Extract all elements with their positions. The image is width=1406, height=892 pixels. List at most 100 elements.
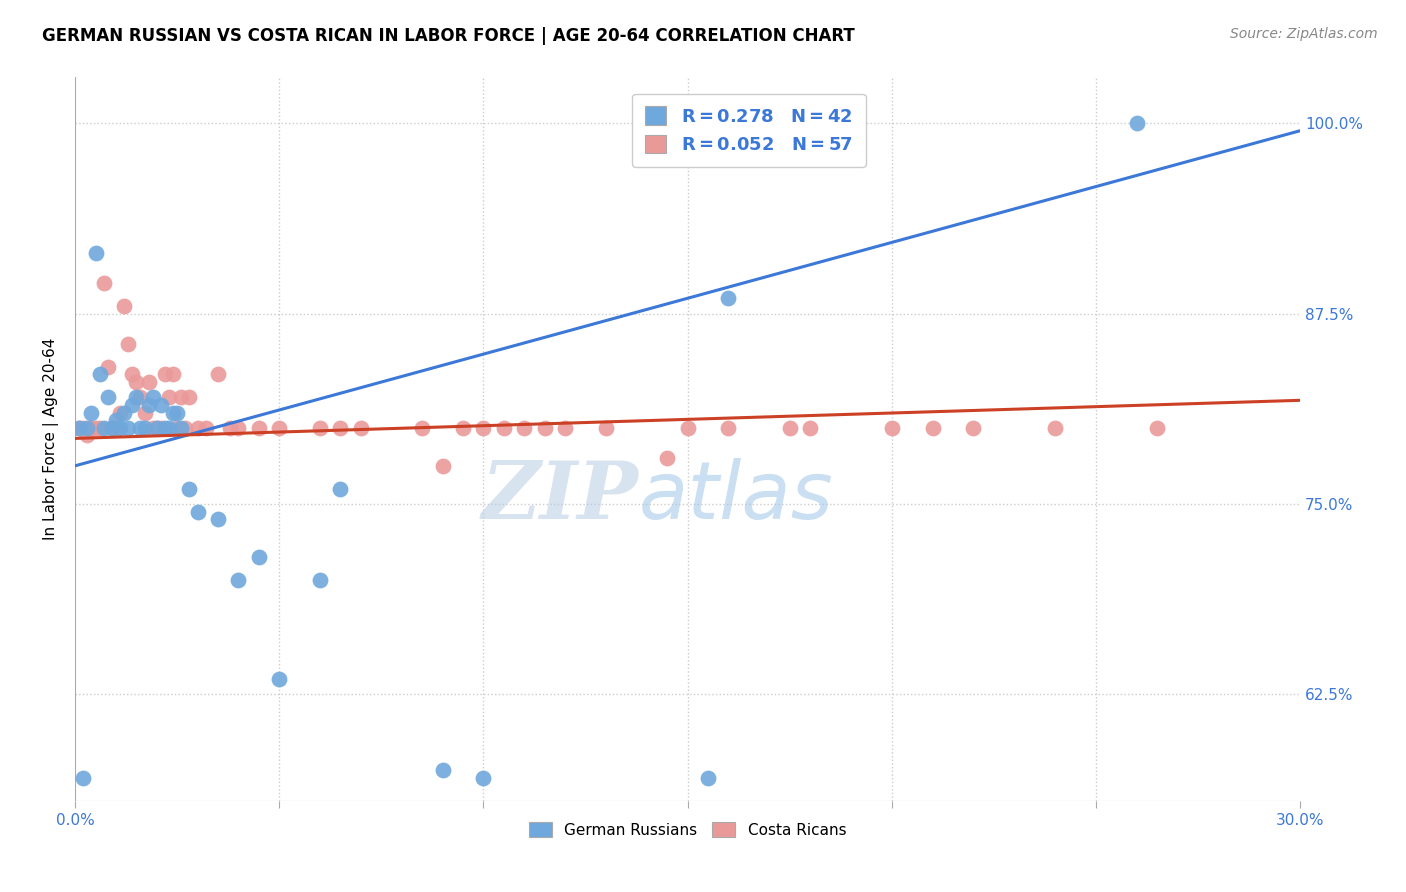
Point <box>1125 116 1147 130</box>
Point <box>166 421 188 435</box>
Point <box>93 276 115 290</box>
Point <box>80 421 103 435</box>
Point <box>187 504 209 518</box>
Point <box>717 291 740 305</box>
Point <box>533 421 555 435</box>
Point <box>162 368 184 382</box>
Point <box>129 421 152 435</box>
Point <box>84 421 107 435</box>
Point <box>194 421 217 435</box>
Point <box>84 245 107 260</box>
Point <box>207 512 229 526</box>
Point <box>880 421 903 435</box>
Point <box>134 421 156 435</box>
Point <box>145 421 167 435</box>
Point <box>72 771 94 785</box>
Point <box>451 421 474 435</box>
Point <box>157 390 180 404</box>
Point <box>108 421 131 435</box>
Point <box>80 405 103 419</box>
Point <box>779 421 801 435</box>
Point <box>134 405 156 419</box>
Point <box>309 421 332 435</box>
Point <box>921 421 943 435</box>
Text: atlas: atlas <box>638 458 834 536</box>
Point <box>112 405 135 419</box>
Text: GERMAN RUSSIAN VS COSTA RICAN IN LABOR FORCE | AGE 20-64 CORRELATION CHART: GERMAN RUSSIAN VS COSTA RICAN IN LABOR F… <box>42 27 855 45</box>
Point <box>170 421 193 435</box>
Point <box>269 421 291 435</box>
Point <box>595 421 617 435</box>
Point <box>153 421 176 435</box>
Point <box>67 421 90 435</box>
Point <box>121 398 143 412</box>
Point <box>329 482 352 496</box>
Point <box>101 421 124 435</box>
Point <box>76 428 98 442</box>
Point <box>207 368 229 382</box>
Point <box>101 421 124 435</box>
Point <box>121 368 143 382</box>
Y-axis label: In Labor Force | Age 20-64: In Labor Force | Age 20-64 <box>44 338 59 541</box>
Point <box>247 421 270 435</box>
Point <box>125 390 148 404</box>
Point <box>174 421 197 435</box>
Point <box>72 421 94 435</box>
Point <box>93 421 115 435</box>
Point <box>472 421 495 435</box>
Point <box>97 390 120 404</box>
Point <box>108 405 131 419</box>
Point <box>697 771 720 785</box>
Point <box>89 421 111 435</box>
Point <box>67 421 90 435</box>
Point <box>129 390 152 404</box>
Point <box>1146 421 1168 435</box>
Point <box>142 421 165 435</box>
Point <box>125 375 148 389</box>
Point <box>157 421 180 435</box>
Point <box>187 421 209 435</box>
Point <box>149 398 172 412</box>
Point <box>142 390 165 404</box>
Legend: German Russians, Costa Ricans: German Russians, Costa Ricans <box>523 815 852 844</box>
Point <box>228 421 250 435</box>
Point <box>554 421 576 435</box>
Point <box>117 421 139 435</box>
Point <box>97 359 120 374</box>
Point <box>179 482 201 496</box>
Point <box>432 458 454 473</box>
Point <box>170 390 193 404</box>
Point <box>138 398 160 412</box>
Point <box>432 764 454 778</box>
Point <box>104 413 127 427</box>
Point <box>112 299 135 313</box>
Point <box>472 771 495 785</box>
Point <box>228 573 250 587</box>
Point <box>145 421 167 435</box>
Point <box>219 421 242 435</box>
Point <box>1043 421 1066 435</box>
Point <box>513 421 536 435</box>
Point <box>655 451 678 466</box>
Point <box>717 421 740 435</box>
Point <box>676 421 699 435</box>
Point <box>153 368 176 382</box>
Point <box>162 405 184 419</box>
Point <box>411 421 433 435</box>
Point <box>329 421 352 435</box>
Point <box>247 550 270 565</box>
Point <box>962 421 984 435</box>
Point <box>269 672 291 686</box>
Point <box>492 421 515 435</box>
Point <box>799 421 821 435</box>
Text: ZIP: ZIP <box>482 458 638 536</box>
Point <box>350 421 373 435</box>
Text: Source: ZipAtlas.com: Source: ZipAtlas.com <box>1230 27 1378 41</box>
Point <box>117 337 139 351</box>
Point <box>76 421 98 435</box>
Point <box>89 368 111 382</box>
Point <box>138 375 160 389</box>
Point <box>179 390 201 404</box>
Point <box>166 405 188 419</box>
Point <box>149 421 172 435</box>
